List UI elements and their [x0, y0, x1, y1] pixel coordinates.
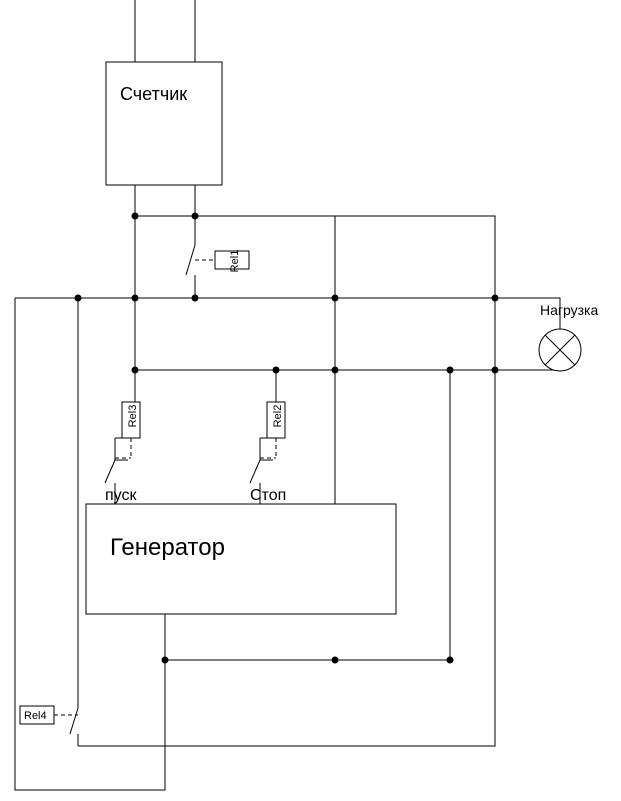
- rel4-label: Rel4: [24, 710, 47, 722]
- stop-label: Стоп: [250, 487, 286, 504]
- meter-box: [106, 62, 222, 185]
- switch-rel1-arm: [186, 245, 195, 275]
- switch-start-arm: [105, 460, 115, 483]
- switch-rel4-arm: [70, 708, 78, 734]
- generator-label: Генератор: [110, 534, 225, 561]
- load-label: Нагрузка: [540, 302, 598, 318]
- rel1-label: Rel1: [229, 250, 241, 273]
- wire-bus-top: [15, 298, 560, 329]
- wire-right-rail: [78, 216, 495, 746]
- schematic-diagram: Счетчик Rel1 Rel4 Нагрузка Rel3: [0, 0, 621, 801]
- meter-label: Счетчик: [120, 84, 187, 104]
- rel2-label: Rel2: [272, 405, 284, 428]
- switch-stop-arm: [250, 460, 260, 483]
- start-label: пуск: [105, 487, 137, 504]
- rel3-label: Rel3: [127, 405, 139, 428]
